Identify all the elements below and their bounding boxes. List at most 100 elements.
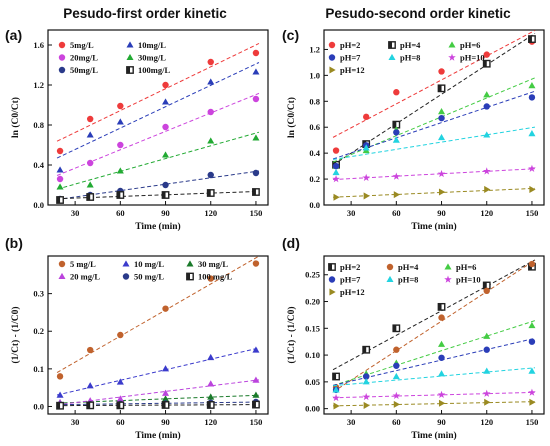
data-point-half bbox=[162, 401, 166, 409]
data-point bbox=[333, 402, 340, 410]
data-point bbox=[116, 167, 124, 174]
data-point-half bbox=[207, 189, 211, 197]
series-ph-7 bbox=[332, 90, 536, 170]
legend-label: 20mg/L bbox=[70, 53, 98, 63]
data-point bbox=[86, 346, 94, 354]
y-axis-title: (1/Ct) - (1/C0) bbox=[10, 307, 21, 364]
legend-marker bbox=[328, 54, 336, 61]
series-ph-2 bbox=[332, 30, 536, 154]
x-axis-title: Time (min) bbox=[411, 221, 456, 232]
legend-marker bbox=[448, 41, 456, 48]
legend-label: pH=2 bbox=[340, 40, 360, 50]
data-point bbox=[332, 162, 340, 170]
data-point bbox=[393, 89, 400, 96]
legend-marker bbox=[186, 260, 194, 267]
panel-b: (b) 30 60 90 120 150 0.0 0.1 0.2 0.3 Time (min) (1/… bbox=[5, 235, 269, 441]
legend-label: pH=12 bbox=[340, 287, 365, 297]
data-point bbox=[86, 115, 94, 123]
data-point bbox=[529, 398, 536, 406]
y-tick-label: 0.0 bbox=[33, 200, 44, 210]
series-10-mg-l bbox=[56, 346, 260, 398]
data-point bbox=[483, 346, 490, 353]
panel-label: (a) bbox=[5, 27, 22, 43]
data-point bbox=[207, 353, 215, 361]
data-point bbox=[483, 367, 491, 374]
data-point bbox=[437, 390, 446, 398]
data-point bbox=[117, 102, 124, 110]
data-point-half bbox=[252, 401, 256, 408]
data-point bbox=[484, 185, 491, 193]
fit-line bbox=[56, 131, 260, 190]
data-point bbox=[392, 172, 401, 180]
legend-label: pH=8 bbox=[398, 275, 418, 285]
data-point-half bbox=[393, 121, 397, 128]
data-point bbox=[332, 168, 340, 176]
series-30mg-l bbox=[56, 131, 260, 190]
x-tick-label: 90 bbox=[437, 208, 446, 218]
data-point bbox=[332, 147, 340, 154]
y-axis-title: ln (C0/Ct) bbox=[10, 97, 21, 138]
legend-label: 20 mg/L bbox=[70, 272, 100, 282]
plot-frame bbox=[323, 29, 545, 206]
data-point bbox=[483, 103, 490, 110]
data-point bbox=[162, 81, 169, 89]
data-point bbox=[393, 346, 400, 353]
data-point bbox=[252, 391, 260, 398]
series-20mg-l bbox=[56, 92, 260, 183]
legend-marker-half bbox=[388, 41, 392, 49]
y-tick-label: 0.8 bbox=[309, 96, 320, 106]
fit-line bbox=[332, 90, 536, 160]
legend: pH=2 pH=4 pH=6 pH=7 pH=8 pH=10 pH=12 bbox=[328, 40, 485, 75]
legend-label: pH=8 bbox=[400, 53, 420, 63]
series-5-mg-l bbox=[56, 255, 260, 380]
series-100mg-l bbox=[56, 188, 260, 204]
x-axis-title: Time (min) bbox=[135, 221, 180, 232]
column-title-left: Pesudo-first order kinetic bbox=[63, 6, 227, 21]
data-point-half bbox=[162, 191, 166, 199]
data-point bbox=[362, 378, 370, 385]
y-tick-label: 1.6 bbox=[33, 40, 44, 50]
legend-label: pH=2 bbox=[340, 262, 360, 272]
y-tick-label: 0.1 bbox=[33, 364, 44, 374]
data-point bbox=[162, 181, 169, 189]
legend-marker bbox=[58, 272, 66, 280]
legend-label: pH=6 bbox=[456, 262, 476, 272]
panel-label: (c) bbox=[282, 27, 299, 43]
x-tick-label: 90 bbox=[161, 208, 170, 218]
legend-marker bbox=[386, 275, 394, 283]
y-tick-label: 0.4 bbox=[33, 160, 44, 170]
plot-frame bbox=[47, 255, 269, 415]
data-point bbox=[116, 395, 124, 402]
x-tick-label: 150 bbox=[250, 208, 263, 218]
legend-marker bbox=[448, 53, 456, 61]
y-tick-label: 1.0 bbox=[309, 70, 320, 80]
data-point bbox=[392, 136, 400, 143]
series-ph-4 bbox=[332, 32, 536, 169]
data-point bbox=[362, 144, 370, 151]
x-tick-label: 120 bbox=[204, 417, 217, 427]
data-point bbox=[362, 392, 370, 401]
data-point-half bbox=[117, 402, 121, 409]
y-tick-label: 1.2 bbox=[33, 80, 44, 90]
data-point-half bbox=[207, 401, 211, 409]
data-point bbox=[528, 338, 536, 345]
data-point bbox=[207, 171, 214, 179]
data-point bbox=[437, 169, 446, 178]
y-tick-label: 0.2 bbox=[309, 174, 320, 184]
data-point bbox=[438, 114, 445, 122]
y-tick-label: 0.0 bbox=[309, 200, 320, 210]
data-point bbox=[252, 169, 260, 177]
data-point bbox=[207, 78, 215, 85]
data-point bbox=[56, 373, 64, 380]
legend-label: pH=6 bbox=[460, 40, 480, 50]
legend-marker bbox=[122, 260, 130, 267]
x-tick-label: 60 bbox=[392, 417, 401, 427]
legend-label: 10 mg/L bbox=[134, 259, 164, 269]
data-point bbox=[207, 58, 214, 66]
data-point bbox=[332, 393, 340, 402]
y-tick-label: 0.25 bbox=[305, 270, 320, 280]
legend-label: 100mg/L bbox=[138, 65, 170, 75]
legend-label: pH=7 bbox=[340, 275, 361, 285]
fit-line bbox=[333, 168, 535, 181]
data-point bbox=[483, 91, 491, 98]
